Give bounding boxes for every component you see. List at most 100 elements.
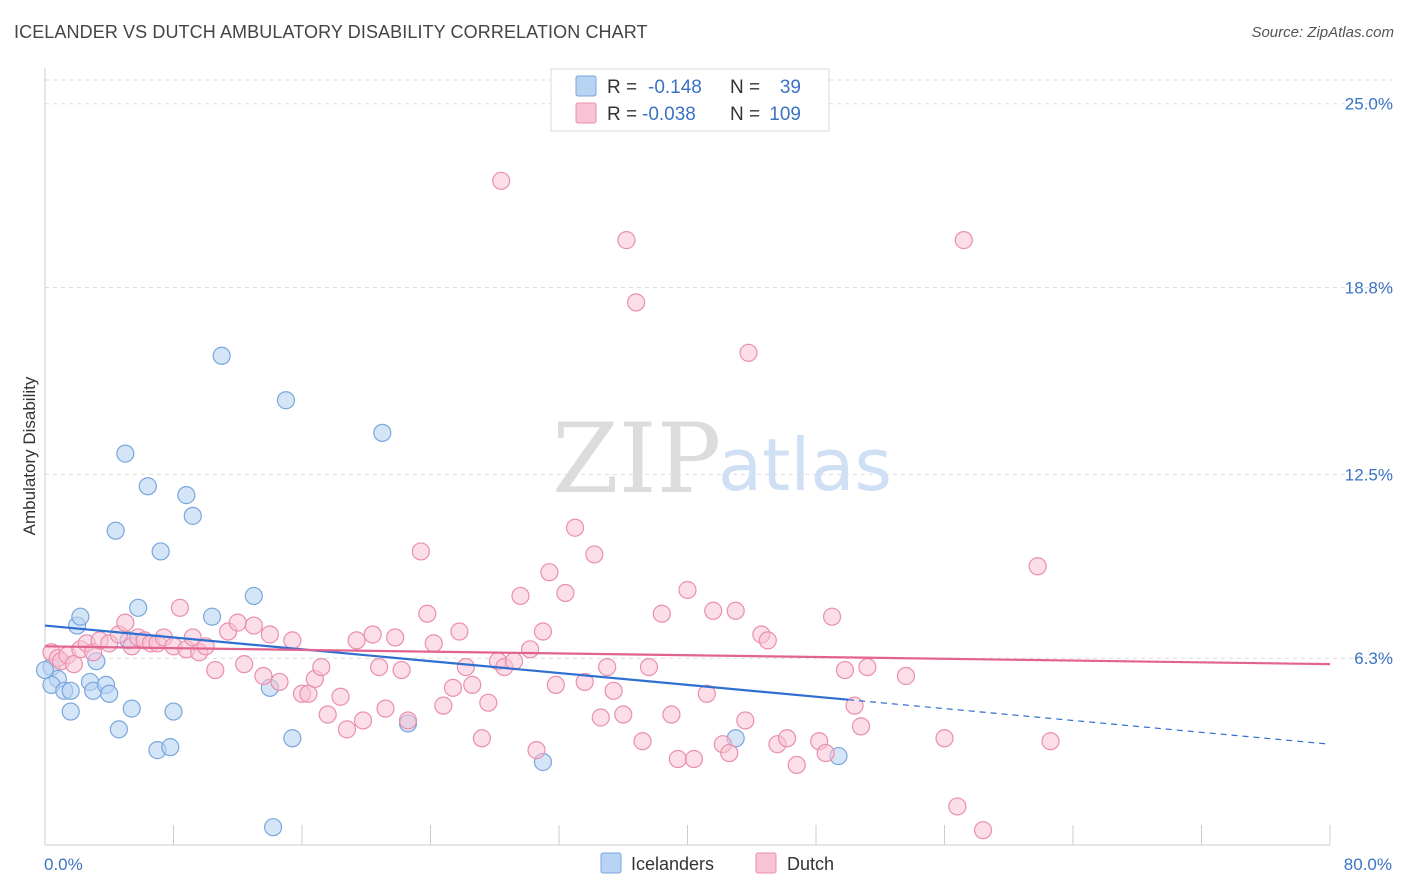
icelanders-point	[138, 477, 157, 496]
trend-layer	[44, 624, 1331, 745]
dutch-point	[845, 696, 864, 715]
x-tick-label: 0.0%	[44, 855, 83, 874]
dutch-point	[492, 171, 511, 190]
y-tick-label: 12.5%	[1345, 465, 1393, 484]
icelanders-points	[35, 346, 848, 837]
dutch-point	[196, 637, 215, 656]
legend-r-label-icelanders: R =	[607, 77, 637, 98]
dutch-point	[363, 625, 382, 644]
dutch-point	[472, 729, 491, 748]
icelanders-point	[244, 586, 263, 606]
dutch-point	[254, 666, 273, 686]
dutch-point	[270, 672, 289, 692]
dutch-point	[370, 657, 389, 677]
dutch-point	[450, 622, 469, 641]
legend-swatch-icelanders	[575, 75, 597, 97]
dutch-point	[739, 343, 758, 362]
dutch-point	[520, 640, 540, 659]
dutch-point	[206, 660, 225, 680]
bottom-legend: Icelanders Dutch	[600, 852, 834, 874]
dutch-point	[533, 622, 553, 641]
axes-layer	[44, 68, 1331, 846]
dutch-point	[546, 675, 565, 694]
dutch-point	[434, 696, 453, 715]
dutch-point	[787, 755, 806, 775]
legend-n-value-icelanders: 39	[780, 77, 801, 98]
icelanders-point	[35, 660, 55, 680]
icelanders-point	[373, 423, 392, 442]
dutch-point	[604, 681, 623, 700]
dutch-point	[424, 634, 443, 653]
y-tick-label: 18.8%	[1345, 279, 1393, 298]
dutch-point	[331, 687, 350, 706]
dutch-point	[639, 657, 659, 677]
legend-n-label-icelanders: N =	[730, 77, 760, 98]
dutch-point	[411, 542, 430, 561]
dutch-point	[973, 821, 993, 840]
dutch-point	[353, 711, 373, 730]
dutch-point	[835, 660, 855, 680]
dutch-point	[668, 749, 687, 769]
bottom-legend-swatch-dutch	[755, 852, 777, 874]
icelanders-trend-extension	[848, 699, 1331, 745]
dutch-point	[260, 625, 279, 644]
y-axis-label: Ambulatory Disability	[20, 376, 39, 535]
dutch-trend-line	[44, 645, 1331, 666]
dutch-point	[704, 601, 723, 620]
dutch-point	[626, 293, 646, 312]
legend-r-label-dutch: R =	[607, 104, 637, 125]
bottom-legend-dutch: Dutch	[787, 854, 834, 874]
dutch-point	[591, 708, 610, 727]
icelanders-point	[263, 818, 283, 837]
icelanders-point	[106, 521, 125, 540]
dutch-point	[585, 545, 604, 564]
icelanders-point	[129, 598, 148, 617]
dutch-point	[678, 580, 697, 600]
dutch-point	[736, 711, 755, 730]
icelanders-point	[100, 684, 119, 703]
icelanders-point	[61, 702, 80, 721]
dutch-point	[777, 729, 797, 748]
dutch-point	[697, 684, 716, 703]
dutch-point	[398, 711, 418, 730]
dutch-point	[565, 518, 585, 537]
x-tick-label: 80.0%	[1344, 855, 1392, 874]
icelanders-point	[276, 391, 296, 410]
dutch-point	[662, 705, 681, 724]
dutch-point	[456, 657, 475, 677]
chart-title: ICELANDER VS DUTCH AMBULATORY DISABILITY…	[14, 22, 648, 42]
icelanders-point	[164, 702, 183, 721]
dutch-point	[617, 231, 636, 250]
icelanders-trend-line	[44, 624, 849, 701]
dutch-point	[283, 631, 302, 650]
dutch-point	[598, 657, 617, 677]
icelanders-point	[122, 699, 141, 718]
dutch-point	[726, 601, 745, 620]
dutch-point	[312, 657, 331, 677]
dutch-points	[42, 171, 1060, 840]
icelanders-point	[109, 720, 128, 739]
dutch-point	[511, 586, 530, 606]
dutch-point	[575, 672, 594, 692]
dutch-point	[418, 604, 437, 623]
dutch-point	[479, 693, 498, 712]
icelanders-point	[61, 681, 80, 700]
icelanders-point	[177, 486, 196, 505]
dutch-point	[392, 660, 411, 680]
top-legend: R = -0.148 N = 39 R = -0.038 N = 109	[550, 68, 830, 132]
dutch-point	[633, 732, 652, 751]
legend-box	[550, 68, 830, 132]
dutch-point	[816, 743, 835, 763]
source-credit: Source: ZipAtlas.com	[1251, 24, 1394, 41]
dutch-point	[337, 720, 357, 739]
dutch-point	[614, 705, 633, 724]
grid-layer	[45, 79, 1392, 659]
dutch-point	[896, 666, 916, 686]
dutch-point	[540, 563, 559, 582]
dutch-point	[386, 628, 405, 647]
dutch-point	[504, 652, 524, 671]
bottom-legend-icelanders: Icelanders	[631, 854, 714, 874]
legend-r-value-icelanders: -0.148	[648, 77, 702, 98]
icelanders-point	[183, 506, 202, 525]
